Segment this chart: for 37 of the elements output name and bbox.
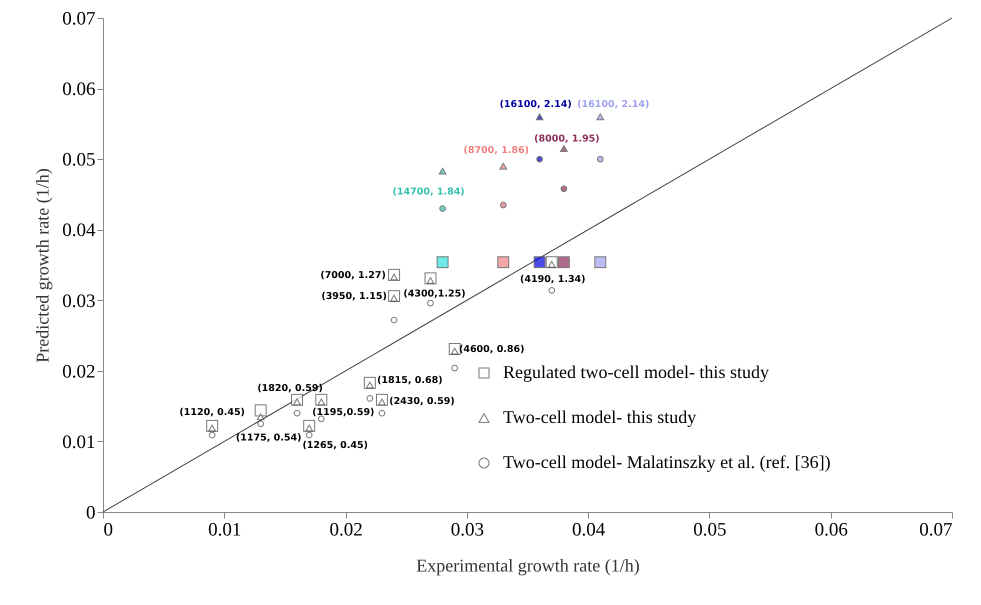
y-axis-title: Predicted growth rate (1/h) — [32, 168, 52, 363]
x-tick-label: 0.02 — [329, 520, 363, 540]
y-tick-label: 0.07 — [62, 8, 96, 30]
x-tick-label: 0.06 — [814, 520, 848, 540]
annotation: (14700, 1.84) — [392, 186, 465, 198]
annotation: (4190, 1.34) — [520, 274, 586, 286]
legend-label: Regulated two-cell model- this study — [503, 362, 769, 382]
annotation: (8000, 1.95) — [534, 134, 600, 145]
y-tick-label: 0.05 — [62, 150, 96, 171]
legend-label: Two-cell model- this study — [503, 407, 696, 427]
y-tick-label: 0.01 — [62, 432, 96, 453]
annotation: (7000, 1.27) — [320, 270, 386, 281]
annotation: (8700, 1.86) — [464, 145, 529, 156]
y-tick-label: 0.02 — [62, 361, 96, 382]
legend-label: Two-cell model- Malatinszky et al. (ref. [36]) — [503, 452, 831, 472]
x-tick-label: 0.05 — [693, 520, 727, 540]
annotation: (4600, 0.86) — [458, 344, 524, 355]
y-tick-label: 0.04 — [62, 220, 96, 242]
annotation: (16100, 2.14) — [500, 98, 572, 110]
annotation: (1195,0.59) — [312, 406, 374, 418]
annotation: (1265, 0.45) — [302, 440, 368, 451]
annotation: (4300,1.25) — [403, 288, 466, 300]
x-tick-label: 0.07 — [919, 520, 952, 540]
y-tick-label: 0.06 — [62, 79, 96, 100]
y-tick-label: 0 — [86, 502, 96, 524]
annotation: (3950, 1.15) — [321, 291, 387, 302]
x-axis-title: Experimental growth rate (1/h) — [416, 556, 640, 576]
x-tick-label: 0.01 — [208, 520, 242, 540]
x-tick-label: 0 — [104, 520, 113, 540]
x-tick-label: 0.03 — [450, 520, 484, 540]
y-tick-label: 0.03 — [62, 290, 96, 312]
annotation: (2430, 0.59) — [389, 396, 455, 407]
annotation: (1815, 0.68) — [377, 374, 443, 386]
annotation: (16100, 2.14) — [577, 98, 650, 110]
x-tick-label: 0.04 — [572, 520, 606, 540]
annotation: (1175, 0.54) — [236, 432, 302, 444]
annotation: (1120, 0.45) — [179, 406, 245, 418]
